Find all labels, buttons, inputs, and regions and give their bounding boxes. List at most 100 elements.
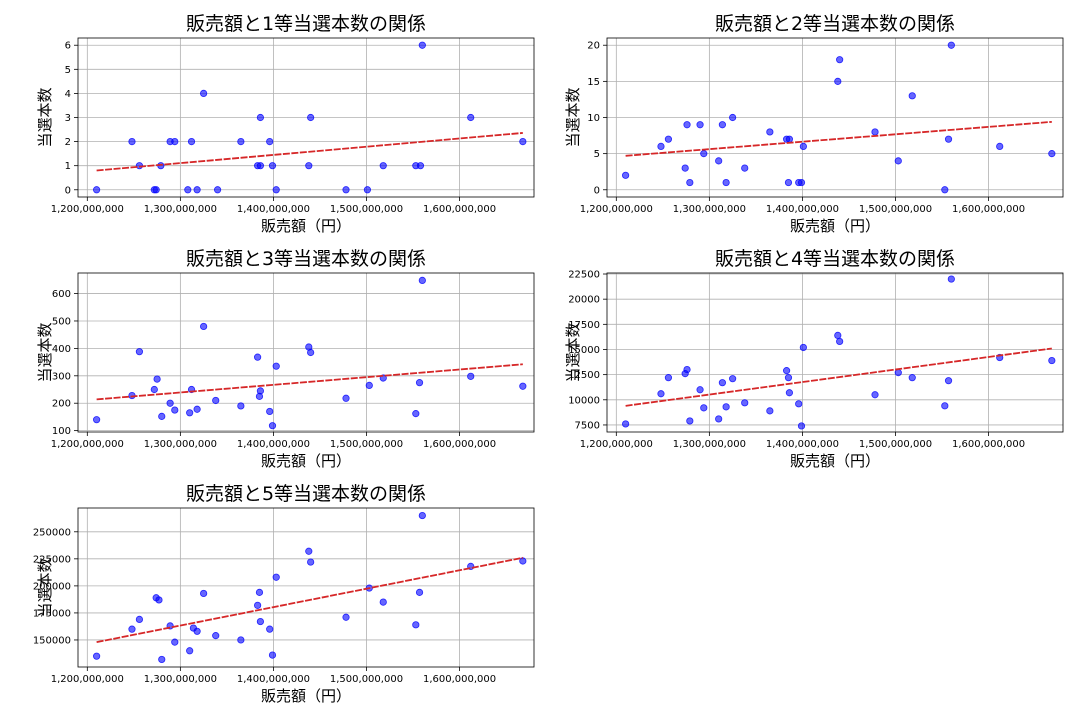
x-axis-label: 販売額（円） [790, 217, 880, 235]
data-point [93, 652, 101, 660]
data-point [467, 372, 475, 380]
data-point [1048, 150, 1056, 158]
data-point [834, 331, 842, 339]
data-point [799, 142, 807, 151]
trend-line [625, 120, 1052, 157]
x-tick-label: 1,600,000,000 [423, 674, 496, 685]
y-tick-label: 10000 [568, 395, 600, 406]
data-point [268, 162, 277, 170]
x-tick-label: 1,200,000,000 [580, 204, 653, 215]
data-point [681, 164, 689, 172]
y-tick-label: 100 [52, 426, 71, 437]
data-point [519, 137, 527, 146]
data-point [158, 412, 166, 420]
data-point [254, 601, 262, 609]
data-point [418, 276, 426, 285]
x-tick-label: 1,400,000,000 [237, 674, 310, 685]
data-point [128, 625, 136, 633]
data-point [871, 128, 879, 136]
y-tick-label: 200 [52, 399, 71, 410]
data-point [135, 615, 144, 624]
data-point [622, 420, 630, 428]
y-tick-label: 1 [65, 161, 71, 172]
data-point [664, 374, 673, 382]
x-tick-label: 1,300,000,000 [144, 204, 217, 215]
data-point [379, 162, 387, 170]
data-point [171, 406, 179, 414]
y-tick-label: 3 [65, 113, 71, 124]
y-tick-label: 10 [587, 113, 600, 124]
data-point [171, 137, 179, 146]
data-point [696, 121, 704, 129]
y-tick-label: 20000 [568, 295, 600, 306]
y-tick-label: 17500 [568, 320, 600, 331]
data-point [212, 396, 220, 405]
data-point [908, 374, 916, 382]
data-point [272, 573, 280, 581]
x-tick-label: 1,300,000,000 [673, 439, 746, 450]
data-point [766, 128, 774, 136]
chart-title: 販売額と4等当選本数の関係 [715, 248, 955, 270]
data-point [664, 135, 673, 143]
data-point [908, 92, 916, 100]
x-tick-label: 1,300,000,000 [144, 674, 217, 685]
data-point [363, 186, 372, 194]
y-tick-label: 15 [587, 77, 600, 88]
y-tick-label: 0 [65, 185, 71, 196]
y-tick-label: 5 [594, 149, 600, 160]
y-tick-label: 4 [65, 89, 71, 100]
data-point [307, 348, 315, 357]
trend-line [96, 556, 524, 644]
data-point [128, 137, 136, 146]
data-point [715, 157, 723, 165]
data-point [741, 164, 749, 172]
data-point [415, 588, 424, 596]
data-point [894, 369, 902, 377]
y-tick-label: 12500 [568, 370, 600, 381]
x-tick-label: 1,500,000,000 [330, 439, 403, 450]
x-tick-label: 1,200,000,000 [51, 674, 124, 685]
data-point [212, 632, 220, 640]
data-point [200, 589, 208, 598]
y-axis-label: 当選本数 [564, 322, 582, 382]
y-axis-label: 当選本数 [36, 322, 54, 382]
data-point [193, 627, 201, 635]
y-tick-label: 250000 [33, 527, 71, 538]
x-tick-label: 1,600,000,000 [423, 439, 496, 450]
x-tick-label: 1,200,000,000 [51, 439, 124, 450]
data-point [834, 77, 842, 85]
data-point [186, 647, 194, 655]
data-point [268, 651, 277, 659]
x-tick-label: 1,400,000,000 [237, 439, 310, 450]
data-point [700, 150, 708, 158]
data-point [894, 157, 902, 165]
data-point [683, 366, 691, 374]
y-axis-label: 当選本数 [36, 87, 54, 147]
x-tick-label: 1,200,000,000 [51, 204, 124, 215]
trend-line [625, 347, 1052, 407]
data-point [944, 377, 953, 385]
data-point [785, 389, 794, 397]
x-tick-label: 1,600,000,000 [423, 204, 496, 215]
x-axis-label: 販売額（円） [261, 217, 351, 235]
data-point [266, 407, 274, 416]
data-point [166, 399, 174, 407]
data-point [305, 547, 313, 555]
x-tick-label: 1,600,000,000 [952, 439, 1025, 450]
y-tick-label: 5 [65, 65, 71, 76]
data-point [268, 422, 277, 430]
data-point [305, 162, 313, 170]
trend-line [96, 132, 523, 172]
data-point [255, 588, 264, 596]
data-point [686, 178, 694, 187]
data-point [186, 409, 194, 417]
data-point [237, 137, 245, 146]
data-point [307, 558, 315, 566]
data-point [342, 394, 350, 402]
data-point [797, 178, 806, 187]
data-point [184, 186, 192, 194]
data-point [153, 375, 161, 383]
x-tick-label: 1,500,000,000 [859, 439, 932, 450]
y-tick-label: 2 [65, 137, 71, 148]
